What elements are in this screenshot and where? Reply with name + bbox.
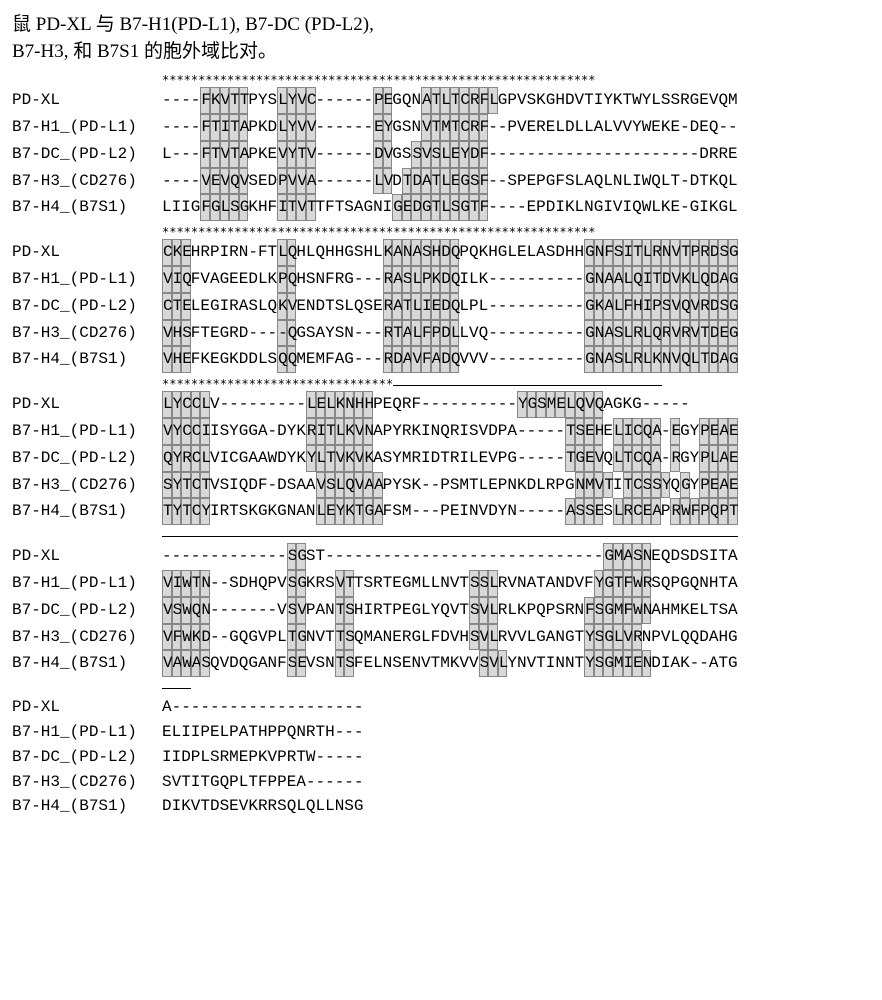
sequence-residues: VIQFVAGEEDLKPQHSNFRG---RASLPKDQILK------… [162,266,738,293]
sequence-row: B7-H3_(CD276)SVTITGQPLTFPPEA------ [12,770,870,795]
sequence-label: B7-H4_(B7S1) [12,499,162,524]
alignment-ruler: ****************************************… [12,225,870,239]
sequence-label: B7-DC_(PD-L2) [12,745,162,770]
alignment-ruler: ******************************** [12,377,870,391]
sequence-row: PD-XL----FKVTTPYSLYVC------PEGQNATLTCRFL… [12,87,870,114]
sequence-label: B7-H4_(B7S1) [12,347,162,372]
sequence-label: B7-H1_(PD-L1) [12,267,162,292]
alignment-block: PD-XL-------------SGST------------------… [12,529,870,677]
alignment-ruler [12,529,870,543]
alignment-block: PD-XLA--------------------B7-H1_(PD-L1)E… [12,681,870,819]
sequence-row: B7-DC_(PD-L2)VSWQN-------VSVPANTSHIRTPEG… [12,597,870,624]
sequence-label: B7-DC_(PD-L2) [12,294,162,319]
alignment-block: ********************************PD-XLLYC… [12,377,870,525]
sequence-residues: VHSFTEGRD----QGSAYSN---RTALFPDLLVQ------… [162,320,738,347]
sequence-residues: CTELEGIRASLQKVENDTSLQSERATLIEDQLPL------… [162,293,738,320]
sequence-row: B7-DC_(PD-L2)IIDPLSRMEPKVPRTW----- [12,745,870,770]
sequence-row: B7-H3_(CD276)SYTCTVSIQDF-DSAAVSLQVAAPYSK… [12,472,870,499]
sequence-residues: VSWQN-------VSVPANTSHIRTPEGLYQVTSVLRLKPQ… [162,597,738,624]
sequence-residues: ----FTITAPKDLYVV------EYGSNVTMTCRF--PVER… [162,114,738,141]
sequence-row: B7-H1_(PD-L1)VIQFVAGEEDLKPQHSNFRG---RASL… [12,266,870,293]
sequence-label: B7-H3_(CD276) [12,321,162,346]
sequence-residues: ELIIPELPATHPPQNRTH--- [162,720,363,745]
sequence-row: B7-H4_(B7S1)VAWASQVDQGANFSEVSNTSFELNSENV… [12,650,870,677]
sequence-label: PD-XL [12,88,162,113]
sequence-row: B7-H1_(PD-L1)ELIIPELPATHPPQNRTH--- [12,720,870,745]
sequence-row: B7-H1_(PD-L1)----FTITAPKDLYVV------EYGSN… [12,114,870,141]
sequence-label: PD-XL [12,240,162,265]
sequence-residues: CKEHRPIRN-FTLQHLQHHGSHLKANASHDQPQKHGLELA… [162,239,738,266]
sequence-label: B7-DC_(PD-L2) [12,598,162,623]
sequence-label: B7-H3_(CD276) [12,473,162,498]
title-line1: 鼠 PD-XL 与 B7-H1(PD-L1), B7-DC (PD-L2), [12,14,374,35]
sequence-residues: LYCCLV---------LELKNHHPEQRF----------YGS… [162,391,690,418]
sequence-label: B7-H3_(CD276) [12,169,162,194]
sequence-label: B7-H1_(PD-L1) [12,571,162,596]
sequence-label: PD-XL [12,544,162,569]
sequence-residues: ----FKVTTPYSLYVC------PEGQNATLTCRFLGPVSK… [162,87,738,114]
sequence-residues: VAWASQVDQGANFSEVSNTSFELNSENVTMKVVSVLYNVT… [162,650,738,677]
sequence-residues: VIWTN--SDHQPVSGKRSVTTSRTEGMLLNVTSSLRVNAT… [162,570,738,597]
alignment-block: ****************************************… [12,73,870,221]
sequence-label: B7-H1_(PD-L1) [12,115,162,140]
sequence-residues: VYCCIISYGGA-DYKRITLKVNAPYRKINQRISVDPA---… [162,418,738,445]
sequence-residues: LIIGFGLSGKHFITVTTFTSAGNIGEDGTLSGTF----EP… [162,194,738,221]
alignment-block: ****************************************… [12,225,870,373]
sequence-row: B7-H4_(B7S1)VHEFKEGKDDLSQQMEMFAG---RDAVF… [12,346,870,373]
sequence-residues: -------------SGST-----------------------… [162,543,738,570]
sequence-label: PD-XL [12,695,162,720]
sequence-row: B7-H3_(CD276)VFWKD--GQGVPLTGNVTTSQMANERG… [12,624,870,651]
sequence-residues: DIKVTDSEVKRRSQLQLLNSG [162,794,363,819]
sequence-residues: IIDPLSRMEPKVPRTW----- [162,745,363,770]
sequence-row: B7-H1_(PD-L1)VIWTN--SDHQPVSGKRSVTTSRTEGM… [12,570,870,597]
sequence-residues: VFWKD--GQGVPLTGNVTTSQMANERGLFDVHSVLRVVLG… [162,624,738,651]
sequence-residues: QYRCLVICGAAWDYKYLTVKVKASYMRIDTRILEVPG---… [162,445,738,472]
sequence-row: B7-H3_(CD276)VHSFTEGRD----QGSAYSN---RTAL… [12,320,870,347]
sequence-row: B7-H3_(CD276)----VEVQVSEDPVVA------LVDTD… [12,168,870,195]
sequence-row: B7-H1_(PD-L1)VYCCIISYGGA-DYKRITLKVNAPYRK… [12,418,870,445]
sequence-label: PD-XL [12,392,162,417]
sequence-alignment: ****************************************… [12,73,870,819]
sequence-residues: SVTITGQPLTFPPEA------ [162,770,363,795]
sequence-label: B7-H1_(PD-L1) [12,720,162,745]
alignment-title: 鼠 PD-XL 与 B7-H1(PD-L1), B7-DC (PD-L2), B… [12,12,870,65]
sequence-label: B7-H4_(B7S1) [12,651,162,676]
title-line2: B7-H3, 和 B7S1 的胞外域比对。 [12,41,277,62]
sequence-label: B7-DC_(PD-L2) [12,446,162,471]
sequence-residues: ----VEVQVSEDPVVA------LVDTDATLEGSF--SPEP… [162,168,738,195]
sequence-row: B7-H4_(B7S1)DIKVTDSEVKRRSQLQLLNSG [12,794,870,819]
sequence-label: B7-DC_(PD-L2) [12,142,162,167]
sequence-row: B7-H4_(B7S1)LIIGFGLSGKHFITVTTFTSAGNIGEDG… [12,194,870,221]
sequence-label: B7-H3_(CD276) [12,770,162,795]
sequence-label: B7-H3_(CD276) [12,625,162,650]
sequence-label: B7-H4_(B7S1) [12,794,162,819]
sequence-row: PD-XLLYCCLV---------LELKNHHPEQRF--------… [12,391,870,418]
sequence-row: B7-DC_(PD-L2)L---FTVTAPKEVYTV------DVGSS… [12,141,870,168]
sequence-residues: A-------------------- [162,695,363,720]
sequence-row: PD-XLCKEHRPIRN-FTLQHLQHHGSHLKANASHDQPQKH… [12,239,870,266]
sequence-label: B7-H4_(B7S1) [12,195,162,220]
sequence-residues: TYTCYIRTSKGKGNANLEYKTGAFSM---PEINVDYN---… [162,498,738,525]
alignment-ruler [12,681,870,695]
alignment-ruler: ****************************************… [12,73,870,87]
sequence-residues: L---FTVTAPKEVYTV------DVGSSVSLEYDF------… [162,141,738,168]
sequence-row: B7-H4_(B7S1)TYTCYIRTSKGKGNANLEYKTGAFSM--… [12,498,870,525]
sequence-row: PD-XL-------------SGST------------------… [12,543,870,570]
sequence-row: B7-DC_(PD-L2)QYRCLVICGAAWDYKYLTVKVKASYMR… [12,445,870,472]
sequence-label: B7-H1_(PD-L1) [12,419,162,444]
sequence-residues: VHEFKEGKDDLSQQMEMFAG---RDAVFADQVVV------… [162,346,738,373]
sequence-row: PD-XLA-------------------- [12,695,870,720]
sequence-residues: SYTCTVSIQDF-DSAAVSLQVAAPYSK--PSMTLEPNKDL… [162,472,738,499]
sequence-row: B7-DC_(PD-L2)CTELEGIRASLQKVENDTSLQSERATL… [12,293,870,320]
